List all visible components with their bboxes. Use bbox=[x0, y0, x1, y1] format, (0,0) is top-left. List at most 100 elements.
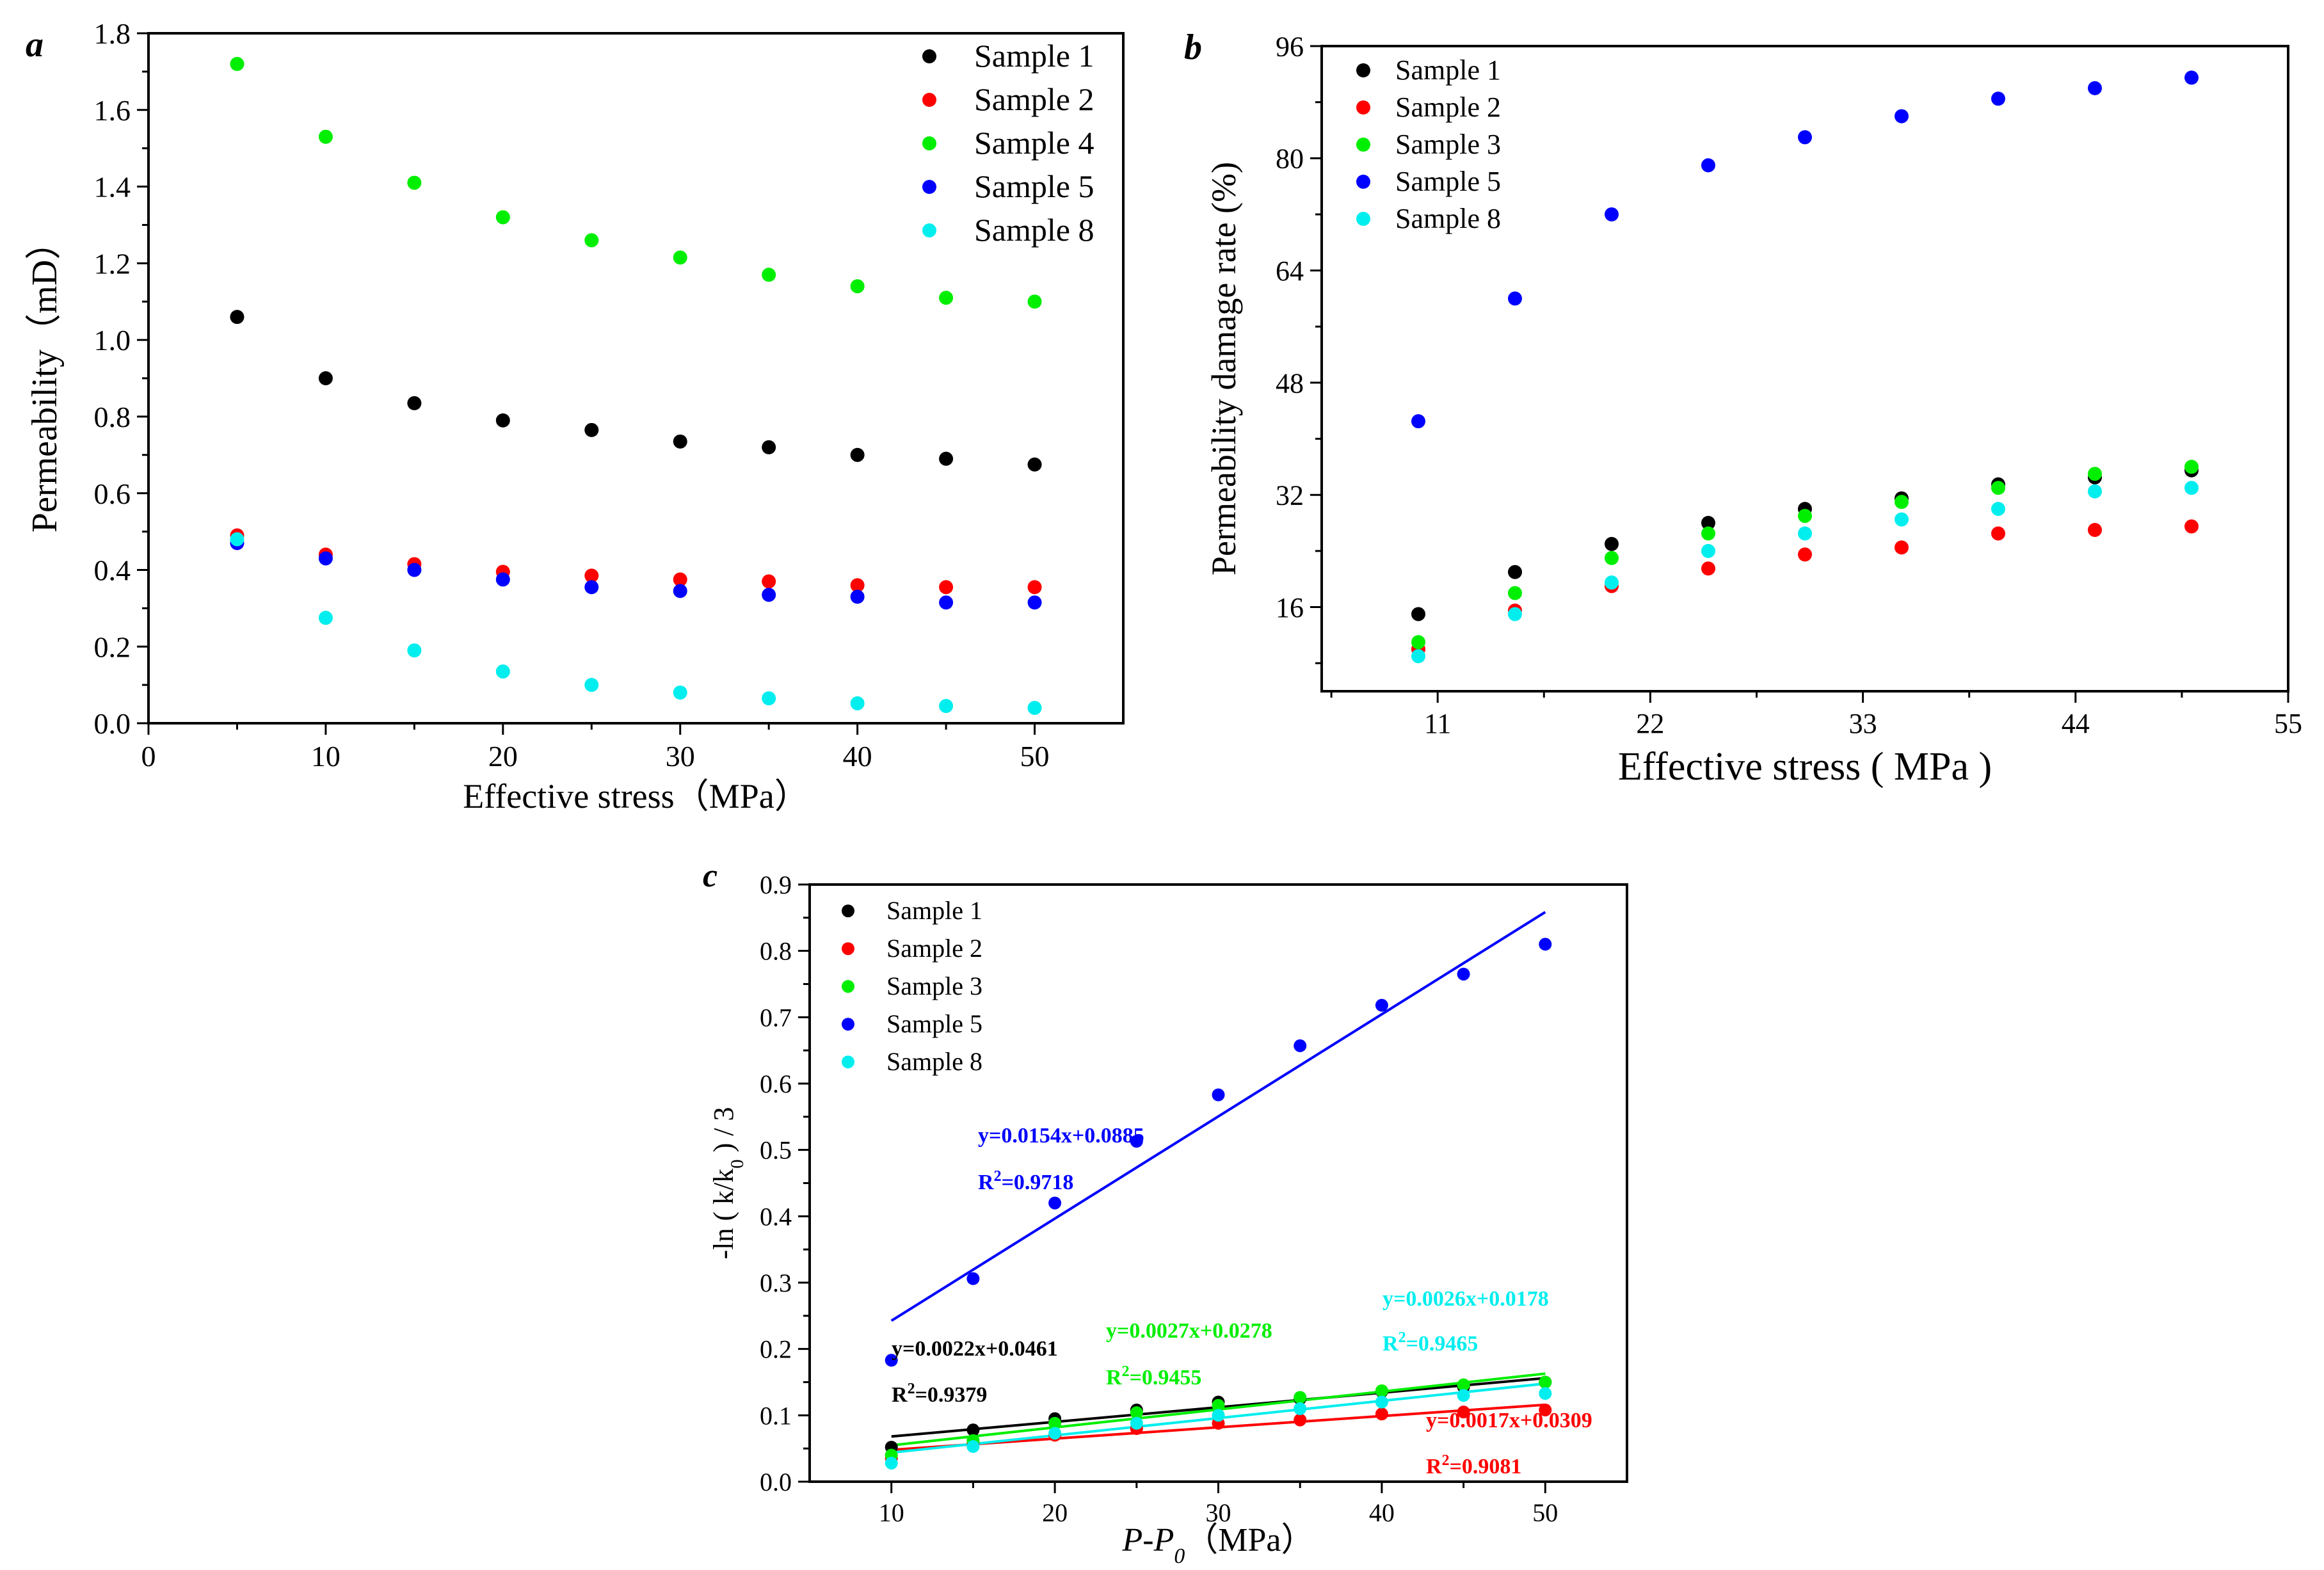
point-sample-3 bbox=[2088, 467, 2102, 481]
point-sample-8 bbox=[762, 691, 776, 706]
point-sample-5 bbox=[495, 572, 510, 587]
point-sample-3 bbox=[1539, 1375, 1552, 1389]
point-sample-4 bbox=[939, 291, 954, 305]
fit-equation-sample-2: y=0.0017x+0.0309 bbox=[1426, 1409, 1592, 1432]
x-tick-label: 11 bbox=[1424, 708, 1451, 739]
point-sample-2 bbox=[1701, 561, 1715, 576]
point-sample-4 bbox=[318, 129, 333, 144]
y-tick-label: 1.0 bbox=[94, 324, 131, 356]
point-sample-5 bbox=[1212, 1088, 1225, 1101]
point-sample-5 bbox=[1798, 130, 1812, 145]
y-tick-label: 0.6 bbox=[760, 1069, 792, 1098]
y-tick-label: 0.7 bbox=[760, 1003, 792, 1032]
point-sample-5 bbox=[885, 1354, 898, 1367]
y-tick-label: 16 bbox=[1276, 592, 1304, 623]
point-sample-1 bbox=[407, 396, 422, 410]
legend-label-sample-8: Sample 8 bbox=[1395, 203, 1501, 234]
legend-marker-sample-2 bbox=[1356, 100, 1370, 115]
legend-marker-sample-2 bbox=[922, 93, 936, 107]
y-tick-label: 32 bbox=[1276, 480, 1304, 511]
fit-r2-sample-5: R2=0.9718 bbox=[978, 1168, 1073, 1194]
point-sample-4 bbox=[673, 250, 687, 265]
y-tick-label: 0.4 bbox=[94, 554, 131, 587]
panel-label: a bbox=[26, 25, 44, 65]
point-sample-1 bbox=[1605, 536, 1619, 551]
point-sample-8 bbox=[1411, 649, 1425, 664]
point-sample-8 bbox=[1212, 1409, 1225, 1422]
point-sample-2 bbox=[584, 568, 599, 583]
point-sample-4 bbox=[584, 233, 599, 248]
x-tick-label: 20 bbox=[488, 740, 518, 773]
point-sample-5 bbox=[1701, 158, 1715, 173]
y-tick-label: 48 bbox=[1276, 367, 1304, 399]
point-sample-5 bbox=[850, 589, 865, 604]
point-sample-5 bbox=[939, 595, 954, 610]
x-tick-label: 30 bbox=[1206, 1498, 1231, 1527]
legend-marker-sample-5 bbox=[922, 180, 936, 194]
point-sample-1 bbox=[230, 310, 244, 324]
point-sample-8 bbox=[1130, 1416, 1143, 1430]
point-sample-2 bbox=[939, 580, 954, 595]
point-sample-2 bbox=[1457, 1406, 1470, 1419]
point-sample-3 bbox=[1375, 1384, 1388, 1397]
x-tick-label: 20 bbox=[1042, 1498, 1068, 1527]
y-tick-label: 64 bbox=[1276, 255, 1304, 287]
legend-marker-sample-1 bbox=[1356, 63, 1370, 77]
legend-label-sample-1: Sample 1 bbox=[886, 896, 982, 925]
point-sample-8 bbox=[2184, 481, 2199, 495]
point-sample-5 bbox=[1294, 1039, 1307, 1052]
y-tick-label: 0.4 bbox=[760, 1202, 792, 1231]
point-sample-4 bbox=[407, 175, 422, 190]
y-tick-label: 1.8 bbox=[94, 17, 131, 50]
point-sample-8 bbox=[1375, 1395, 1388, 1409]
legend-marker-sample-3 bbox=[842, 980, 854, 993]
panel-label: b bbox=[1184, 28, 1202, 67]
point-sample-3 bbox=[1701, 526, 1715, 541]
point-sample-8 bbox=[1798, 526, 1812, 541]
point-sample-8 bbox=[318, 611, 333, 625]
plot-frame bbox=[1320, 45, 2289, 693]
point-sample-5 bbox=[318, 551, 333, 566]
fit-r2-sample-2: R2=0.9081 bbox=[1426, 1452, 1521, 1478]
y-tick-label: 0.0 bbox=[760, 1468, 792, 1496]
point-sample-5 bbox=[1457, 967, 1470, 981]
point-sample-5 bbox=[1130, 1135, 1143, 1148]
point-sample-5 bbox=[1411, 414, 1425, 429]
point-sample-5 bbox=[1375, 998, 1388, 1012]
point-sample-1 bbox=[939, 451, 954, 466]
point-sample-4 bbox=[850, 279, 865, 294]
point-sample-1 bbox=[762, 440, 776, 454]
x-tick-label: 30 bbox=[666, 740, 695, 773]
x-tick-label: 55 bbox=[2274, 708, 2302, 739]
point-sample-1 bbox=[495, 413, 510, 428]
x-tick-label: 50 bbox=[1532, 1498, 1558, 1527]
point-sample-3 bbox=[1212, 1398, 1225, 1412]
point-sample-8 bbox=[966, 1440, 980, 1454]
y-tick-label: 1.2 bbox=[94, 247, 131, 280]
legend-marker-sample-8 bbox=[922, 223, 936, 237]
point-sample-4 bbox=[495, 210, 510, 225]
point-sample-5 bbox=[1539, 938, 1552, 951]
point-sample-5 bbox=[1027, 595, 1042, 610]
point-sample-1 bbox=[1027, 457, 1042, 472]
point-sample-5 bbox=[1605, 207, 1619, 221]
legend-label-sample-2: Sample 2 bbox=[886, 934, 982, 963]
panel-b: 11 22 33 44 55 16 32 48 64 80 96 b Effective stress … bbox=[1184, 28, 2302, 789]
point-sample-5 bbox=[2088, 81, 2102, 95]
fit-r2-sample-1: R2=0.9379 bbox=[892, 1381, 987, 1407]
y-axis-label: -ln ( k/k0 ) / 3 bbox=[708, 1107, 748, 1260]
legend-label-sample-8: Sample 8 bbox=[974, 212, 1094, 248]
legend-label-sample-2: Sample 2 bbox=[974, 81, 1094, 117]
fit-equation-sample-5: y=0.0154x+0.0885 bbox=[978, 1124, 1144, 1148]
point-sample-1 bbox=[966, 1423, 980, 1437]
point-sample-8 bbox=[230, 532, 244, 547]
point-sample-2 bbox=[673, 572, 687, 587]
y-tick-label: 0.3 bbox=[760, 1269, 792, 1297]
y-tick-label: 0.8 bbox=[760, 937, 792, 966]
legend-marker-sample-8 bbox=[842, 1055, 854, 1069]
point-sample-8 bbox=[1508, 607, 1522, 621]
point-sample-2 bbox=[1798, 547, 1812, 562]
point-sample-3 bbox=[1294, 1391, 1307, 1404]
x-tick-label: 40 bbox=[843, 740, 872, 773]
point-sample-3 bbox=[1991, 481, 2005, 495]
